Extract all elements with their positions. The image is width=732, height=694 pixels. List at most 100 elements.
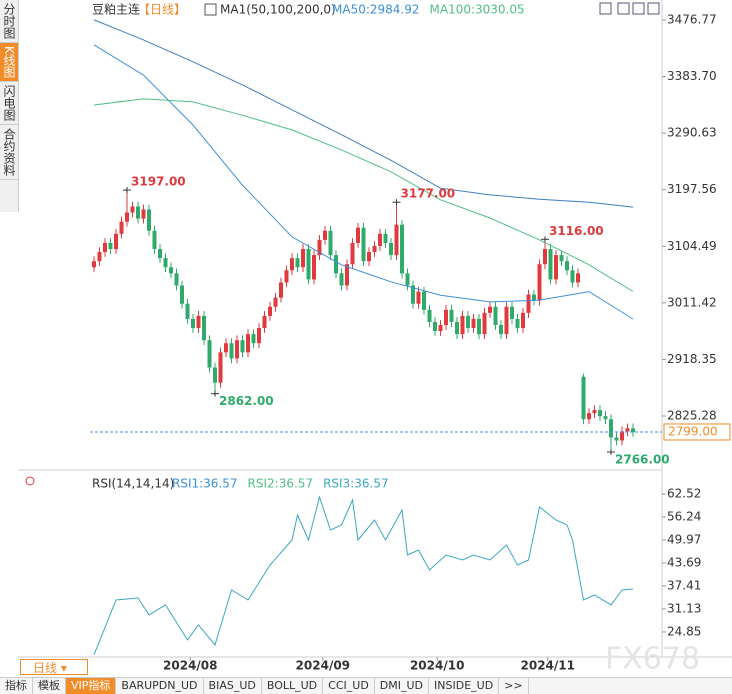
period-button[interactable]: 日线 ▾ <box>20 659 88 675</box>
toolbar-item[interactable]: 指标 <box>0 678 33 694</box>
candle-body <box>328 230 333 256</box>
line <box>93 44 634 320</box>
toolbar-item[interactable]: INSIDE_UD <box>429 678 500 694</box>
candle-body <box>614 437 619 441</box>
candle-body <box>504 306 509 335</box>
candle-body <box>488 306 492 313</box>
candle-body <box>444 309 448 325</box>
sidebar-tab[interactable]: 合约资料 <box>0 125 18 180</box>
candle-body <box>625 428 630 432</box>
toolbar-item[interactable]: CCI_UD <box>323 678 375 694</box>
sidebar-tab[interactable]: 闪电图 <box>0 82 18 125</box>
candle-body <box>537 264 542 301</box>
candle-body <box>323 230 327 240</box>
toolbar-item[interactable]: BOLL_UD <box>262 678 324 694</box>
candle-body <box>152 230 157 250</box>
period: 【日线】 <box>138 3 186 17</box>
candle-body <box>548 249 553 280</box>
candle-body <box>240 340 245 353</box>
candle-body <box>185 303 190 319</box>
candle-body <box>290 258 294 271</box>
annotation-label: 2766.00 <box>615 453 670 467</box>
legend-entry: MA50:2984.92 <box>332 3 420 17</box>
candle-body <box>532 294 536 301</box>
symbol: 豆粕主连 <box>92 2 140 17</box>
icon[interactable] <box>632 2 645 15</box>
icon[interactable] <box>617 2 630 15</box>
toolbar-item[interactable]: BIAS_UD <box>204 678 262 694</box>
candle-body <box>581 376 586 420</box>
candle-body <box>345 264 349 286</box>
toolbar-item[interactable]: 模板 <box>33 678 66 694</box>
candle-body <box>356 227 360 243</box>
icon[interactable] <box>599 2 612 15</box>
y-tick-label: 43.69 <box>667 555 701 569</box>
rsi-title: RSI(14,14,14) <box>92 477 174 491</box>
candle-body <box>301 249 305 268</box>
candle-body <box>125 212 129 222</box>
candle-body <box>565 261 569 271</box>
candle-body <box>515 318 520 329</box>
settings-icon[interactable] <box>25 476 35 486</box>
candle-body <box>389 242 393 256</box>
candle-body <box>306 249 311 280</box>
candle-body <box>114 233 118 250</box>
x-tick-label: 2024/09 <box>296 659 350 673</box>
sidebar-tab[interactable]: 分时图 <box>0 0 18 43</box>
chart: 豆粕主连 【日线】 MA1(50,100,200,0) RSI(14,14,14… <box>18 0 732 677</box>
candle-body <box>213 367 217 383</box>
candle-body <box>339 273 344 286</box>
toolbar-item[interactable]: VIP指标 <box>66 678 117 694</box>
sidebar-tab[interactable]: K线图 <box>0 43 18 82</box>
candle-body <box>224 343 228 353</box>
y-tick-label: 3104.49 <box>667 239 717 253</box>
y-tick-label: 3011.42 <box>667 295 717 309</box>
candle-body <box>207 340 212 368</box>
candle-body <box>499 324 503 335</box>
candle-body <box>92 261 96 268</box>
y-tick-label: 2825.28 <box>667 408 717 422</box>
candle-body <box>471 318 476 329</box>
candle-body <box>334 255 338 274</box>
window-icons[interactable] <box>599 2 660 15</box>
line <box>93 19 634 208</box>
toolbar-item[interactable]: >> <box>499 678 529 694</box>
candle-body <box>405 273 410 286</box>
candle-body <box>554 255 558 280</box>
candle-body <box>136 206 140 219</box>
candle-body <box>191 318 195 329</box>
legend-entry: RSI1:36.57 <box>172 477 238 491</box>
candle-body <box>163 258 168 268</box>
candle-body <box>559 255 564 262</box>
candle-body <box>141 209 146 219</box>
candle-body <box>477 318 481 335</box>
candle-body <box>394 224 399 256</box>
candle-body <box>543 249 547 265</box>
watermark: FX678 <box>605 642 700 677</box>
candle-body <box>350 242 355 265</box>
indicator-icon[interactable] <box>204 3 217 16</box>
candle-body <box>400 224 404 274</box>
candle-body <box>427 309 432 322</box>
legend-entry: MA100:3030.05 <box>430 3 525 17</box>
candle-body <box>169 267 173 274</box>
candle-body <box>312 255 316 280</box>
y-tick-label: 62.52 <box>667 487 701 501</box>
toolbar-item[interactable]: BARUPDN_UD <box>116 678 204 694</box>
icon[interactable] <box>647 2 660 15</box>
candle-body <box>130 206 135 213</box>
candle-body <box>422 291 426 310</box>
toolbar-item[interactable]: DMI_UD <box>375 678 430 694</box>
period-button-label: 日线 <box>33 661 58 675</box>
legend-entry: RSI2:36.57 <box>248 477 314 491</box>
candle-body <box>262 315 267 329</box>
candle-body <box>587 413 591 420</box>
annotation-label: 3116.00 <box>549 224 604 238</box>
toolbar: 指标 模板 VIP指标 BARUPDN_UD BIAS_UD BOLL_UD CCI_UD D… <box>0 677 732 694</box>
indicator: MA1(50,100,200,0) <box>220 3 336 17</box>
candle-body <box>598 410 602 417</box>
candle-body <box>482 312 487 335</box>
candle-body <box>620 431 624 441</box>
candle-body <box>108 242 113 250</box>
last-price-label: 2799.00 <box>668 424 718 438</box>
